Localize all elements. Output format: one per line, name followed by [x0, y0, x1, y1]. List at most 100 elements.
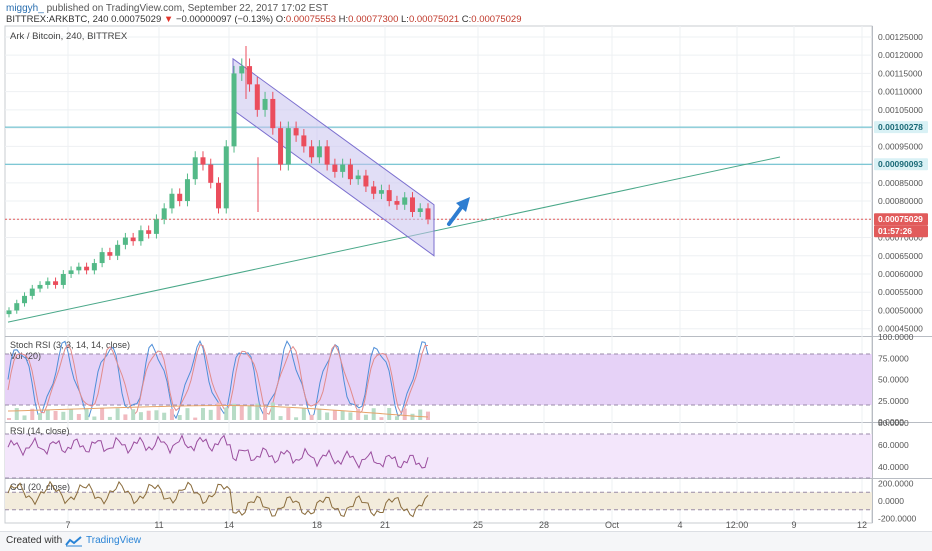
candle-body	[208, 164, 214, 183]
stoch-rsi-band	[5, 354, 872, 405]
author-link[interactable]: miggyh_	[6, 3, 44, 14]
candle-body	[309, 146, 315, 158]
candle-body	[177, 193, 183, 202]
volume-bar	[200, 408, 205, 420]
publish-info: miggyh_ published on TradingView.com, Se…	[6, 3, 328, 14]
open-value: 0.00075553	[285, 14, 337, 25]
y-tick-label: 0.00095000	[878, 141, 923, 151]
price-tag-bg	[874, 158, 928, 171]
volume-bar	[177, 415, 182, 420]
volume-bar	[115, 408, 120, 420]
candle-body	[270, 98, 276, 129]
volume-bar	[216, 402, 221, 420]
candle-body	[99, 252, 105, 264]
y-tick-label: 0.00115000	[878, 68, 923, 78]
volume-bar	[14, 408, 19, 420]
y-tick-label: 0.00110000	[878, 87, 923, 97]
x-tick-label: 14	[224, 520, 234, 530]
candle-body	[425, 208, 431, 220]
chart-title: Ark / Bitcoin, 240, BITTREX	[10, 31, 128, 42]
candle-body	[293, 128, 299, 136]
candle-body	[347, 164, 353, 180]
volume-bar	[169, 408, 174, 420]
candle-body	[22, 295, 28, 304]
candle-body	[138, 230, 144, 242]
volume-bar	[348, 412, 353, 420]
publish-text: published on TradingView.com, September …	[43, 3, 329, 14]
c-label: C:	[461, 14, 472, 25]
cci-tick-label: 0.0000	[878, 496, 904, 506]
volume-title: Vol (20)	[10, 351, 41, 361]
volume-bar	[418, 409, 423, 420]
candle-body	[153, 219, 159, 234]
rsi-tick-label: 60.0000	[878, 440, 909, 450]
rsi-tick-label: 80.0000	[878, 418, 909, 428]
volume-bar	[239, 405, 244, 420]
x-tick-label: 21	[380, 520, 390, 530]
stoch-rsi-tick-label: 100.0000	[878, 332, 914, 342]
candle-body	[161, 208, 167, 220]
x-tick-label: 25	[473, 520, 483, 530]
volume-bar	[301, 408, 306, 420]
chart-canvas[interactable]: 7 11 14 18 21 25 28 Oct 4 12:00 9 12 0.00125000 0.001…	[0, 0, 932, 531]
volume-bar	[224, 407, 229, 420]
breakout-arrow-icon	[447, 203, 465, 226]
volume-bar	[30, 408, 35, 420]
candle-body	[45, 281, 51, 285]
tradingview-link[interactable]: TradingView	[86, 535, 142, 546]
candle-body	[371, 186, 377, 194]
candle-body	[355, 175, 361, 180]
candle-body	[130, 237, 136, 242]
volume-bar	[278, 416, 283, 420]
volume-bar	[286, 408, 291, 420]
y-tick-label: 0.00105000	[878, 105, 923, 115]
candle-body	[394, 201, 400, 205]
tradingview-logo-icon	[65, 536, 82, 547]
volume-bar	[76, 414, 81, 420]
stoch-rsi-tick-label: 0.0000	[878, 417, 904, 427]
price-tag: 0.00100278	[878, 122, 923, 132]
arrow-head-icon	[456, 197, 470, 212]
volume-bar	[7, 418, 11, 420]
candle-body	[363, 175, 369, 187]
cci-tick-label: -200.0000	[878, 514, 917, 524]
volume-bar	[107, 416, 112, 420]
l-label: L:	[401, 14, 409, 25]
volume-bar	[379, 417, 384, 420]
cci-title: CCI (20, close)	[10, 482, 70, 492]
volume-bar	[69, 409, 74, 420]
volume-bar	[309, 414, 314, 420]
candle-body	[417, 208, 423, 212]
x-tick-label: 12	[857, 520, 867, 530]
countdown-tag: 01:57:26	[878, 226, 912, 236]
volume-bar	[92, 416, 97, 420]
volume-bar	[162, 412, 167, 420]
stoch-rsi-tick-label: 25.0000	[878, 396, 909, 406]
candle-body	[262, 98, 268, 110]
candle-body	[254, 84, 260, 110]
candle-body	[247, 66, 253, 85]
cci-tick-label: 200.0000	[878, 478, 914, 488]
volume-ma-line	[7, 404, 429, 418]
candle-body	[146, 230, 152, 234]
candle-body	[278, 128, 284, 165]
volume-bar	[294, 417, 299, 420]
change-value: −0.00000097 (−0.13%)	[175, 14, 274, 25]
candle-body	[184, 179, 190, 202]
volume-bar	[84, 408, 89, 420]
candle-body	[29, 288, 35, 296]
y-tick-label: 0.00055000	[878, 287, 923, 297]
volume-bar	[138, 412, 143, 420]
y-tick-label: 0.00080000	[878, 196, 923, 206]
candle-body	[200, 157, 206, 165]
cci-band	[5, 492, 872, 510]
candle-body	[37, 284, 43, 289]
volume-bar	[61, 411, 66, 420]
volume-bar	[363, 414, 368, 420]
volume-bar	[53, 411, 58, 420]
candle-body	[239, 66, 245, 74]
candle-body	[84, 266, 90, 271]
x-tick-label: 12:00	[726, 520, 749, 530]
rsi-title: RSI (14, close)	[10, 426, 70, 436]
volume-bar	[270, 402, 275, 420]
